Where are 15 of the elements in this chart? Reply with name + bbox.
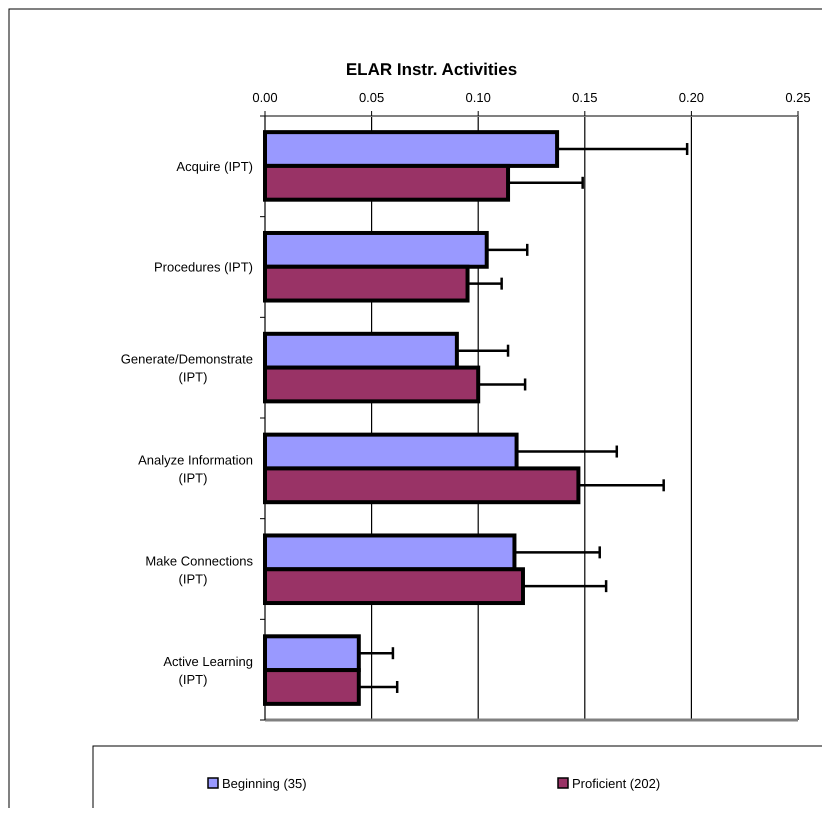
y-tick-label: Acquire (IPT) [176, 158, 253, 174]
legend-label: Proficient (202) [572, 776, 660, 791]
y-tick-label: Generate/Demonstrate (IPT) [120, 352, 253, 385]
x-tick-label: 0.00 [252, 90, 278, 105]
y-tick-label: Active Learning (IPT) [163, 654, 253, 688]
x-tick-label: 0.20 [678, 90, 704, 105]
y-tick-label: Analyze Information (IPT) [138, 452, 253, 486]
chart-title: ELAR Instr. Activities [346, 60, 518, 79]
y-tick-label: Make Connections (IPT) [145, 553, 254, 586]
x-tick-label: 0.05 [358, 90, 384, 105]
y-tick-label: Procedures (IPT) [154, 260, 253, 275]
x-tick-label: 0.15 [572, 90, 598, 105]
legend-label: Beginning (35) [222, 776, 307, 791]
x-tick-label: 0.10 [466, 90, 491, 105]
x-tick-label: 0.25 [785, 90, 811, 105]
